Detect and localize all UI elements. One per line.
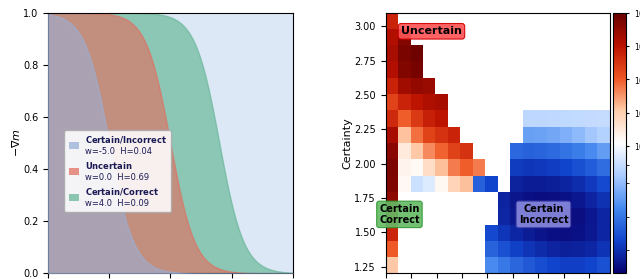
- Y-axis label: Certainty: Certainty: [343, 117, 353, 169]
- Text: Uncertain: Uncertain: [401, 26, 462, 36]
- Legend: $\bf{Certain / Incorrect}$
w=-5.0  H=0.04, $\bf{Uncertain}$
w=0.0  H=0.69, $\bf{: $\bf{Certain / Incorrect}$ w=-5.0 H=0.04…: [65, 130, 172, 212]
- Y-axis label: $-\nabla m$: $-\nabla m$: [10, 129, 22, 157]
- Text: Certain
Incorrect: Certain Incorrect: [518, 204, 568, 225]
- Text: Certain
Correct: Certain Correct: [379, 204, 420, 225]
